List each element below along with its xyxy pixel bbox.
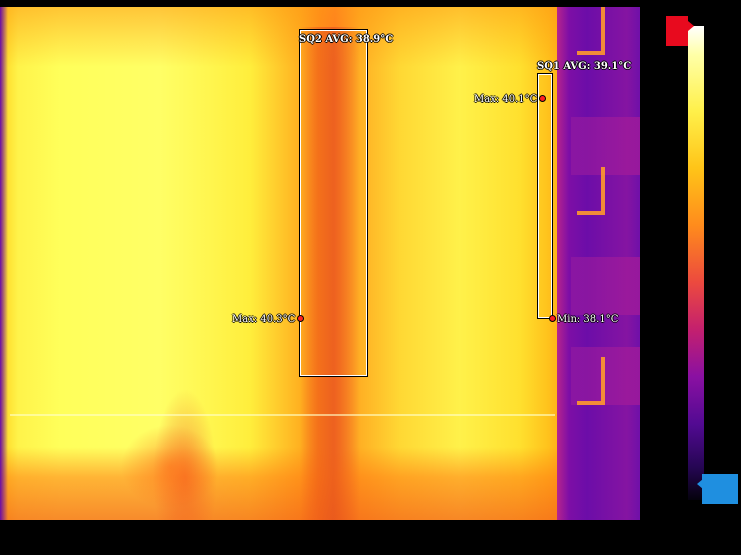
scale-min-swatch <box>702 474 738 504</box>
cold-wall-region <box>557 7 640 520</box>
wall-hot-edge <box>577 7 605 55</box>
sq2-max-label: Max: 40.3°C <box>232 314 296 325</box>
sq1-roi-box[interactable] <box>537 73 553 319</box>
wall-hot-edge <box>577 357 605 405</box>
thermal-image <box>0 7 640 520</box>
panel-seam <box>10 414 555 416</box>
scale-min-pointer-icon <box>697 479 703 489</box>
sq2-roi-box[interactable] <box>299 29 368 377</box>
scale-max-swatch <box>666 16 688 46</box>
thermal-image-viewer: SQ2 AVG: 38.9°C Max: 40.3°C SQ1 AVG: 39.… <box>0 7 640 520</box>
wall-row <box>571 257 640 315</box>
left-edge-shade <box>0 7 8 520</box>
sq1-min-marker[interactable] <box>549 315 556 322</box>
wall-hot-edge <box>577 167 605 215</box>
wall-row <box>571 117 640 175</box>
sq1-max-marker[interactable] <box>539 95 546 102</box>
sq2-avg-label: SQ2 AVG: 38.9°C <box>299 34 394 45</box>
sq2-max-marker[interactable] <box>297 315 304 322</box>
wall-row <box>571 347 640 405</box>
sq1-max-label: Max: 40.1°C <box>474 94 538 105</box>
sq1-min-label: Min: 38.1°C <box>557 314 619 325</box>
sq1-avg-label: SQ1 AVG: 39.1°C <box>537 61 632 72</box>
hot-stripe <box>300 27 360 520</box>
scale-max-pointer-icon <box>688 21 694 31</box>
temperature-color-scale <box>688 26 704 500</box>
